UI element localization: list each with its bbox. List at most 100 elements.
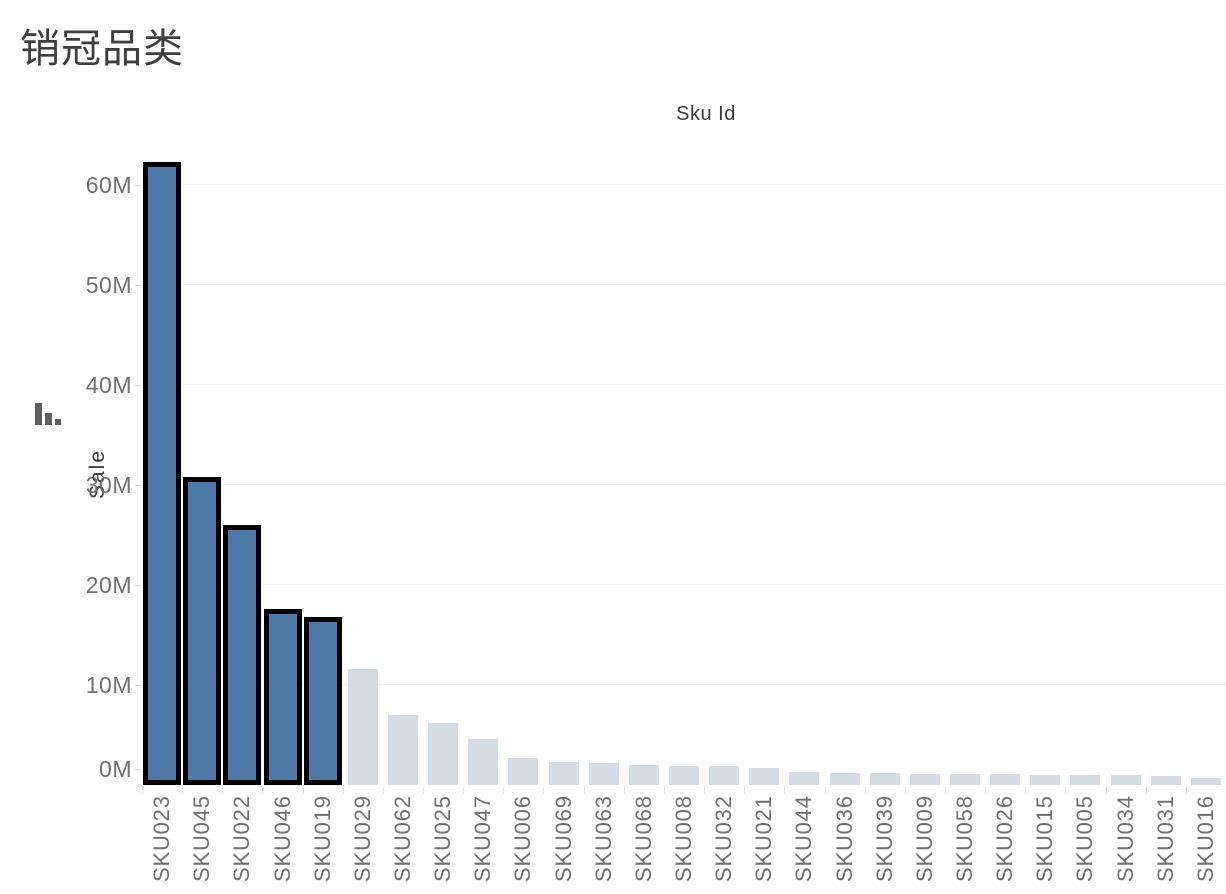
x-category-label-SKU034[interactable]: SKU034 bbox=[1112, 795, 1138, 882]
gridline-40M bbox=[142, 384, 1226, 385]
x-category-label-SKU046[interactable]: SKU046 bbox=[269, 795, 295, 882]
x-tick-mark bbox=[342, 787, 344, 794]
bar-SKU022[interactable] bbox=[223, 525, 262, 785]
bar-SKU069[interactable] bbox=[548, 762, 579, 785]
bar-SKU034[interactable] bbox=[1110, 775, 1141, 785]
x-category-label-SKU047[interactable]: SKU047 bbox=[470, 795, 496, 882]
x-category-label-SKU026[interactable]: SKU026 bbox=[992, 795, 1018, 882]
x-axis-title: Sku Id bbox=[676, 103, 736, 125]
worksheet-title: 销冠品类 bbox=[20, 27, 184, 71]
bar-SKU009[interactable] bbox=[909, 774, 940, 785]
y-tick-mark bbox=[135, 385, 141, 386]
x-tick-mark bbox=[142, 787, 143, 794]
y-tick-mark bbox=[135, 685, 141, 686]
x-category-label-SKU069[interactable]: SKU069 bbox=[550, 795, 576, 882]
x-tick-mark bbox=[222, 787, 224, 794]
plot-pane bbox=[142, 135, 1226, 785]
x-category-label-SKU019[interactable]: SKU019 bbox=[309, 795, 335, 882]
x-tick-mark bbox=[985, 787, 987, 794]
bar-SKU062[interactable] bbox=[387, 715, 418, 785]
y-tick-mark bbox=[135, 769, 141, 770]
x-category-label-SKU063[interactable]: SKU063 bbox=[590, 795, 616, 882]
bar-SKU021[interactable] bbox=[749, 768, 780, 785]
bar-SKU005[interactable] bbox=[1070, 775, 1101, 785]
x-tick-mark bbox=[824, 787, 826, 794]
bar-SKU036[interactable] bbox=[829, 773, 860, 785]
bar-SKU063[interactable] bbox=[588, 763, 619, 785]
bar-SKU039[interactable] bbox=[869, 773, 900, 785]
gridline-10M bbox=[142, 684, 1226, 685]
y-tick-label-40M: 40M bbox=[85, 372, 132, 398]
x-tick-mark bbox=[904, 787, 906, 794]
x-tick-mark bbox=[784, 787, 786, 794]
bar-SKU006[interactable] bbox=[508, 758, 539, 785]
x-tick-mark bbox=[663, 787, 665, 794]
bar-SKU019[interactable] bbox=[303, 617, 342, 785]
x-tick-mark bbox=[1145, 787, 1147, 794]
x-category-label-SKU021[interactable]: SKU021 bbox=[751, 795, 777, 882]
x-category-label-SKU009[interactable]: SKU009 bbox=[911, 795, 937, 882]
x-category-label-SKU036[interactable]: SKU036 bbox=[831, 795, 857, 882]
x-category-label-SKU045[interactable]: SKU045 bbox=[189, 795, 215, 882]
x-category-label-SKU058[interactable]: SKU058 bbox=[952, 795, 978, 882]
x-tick-mark bbox=[704, 787, 706, 794]
x-category-label-SKU005[interactable]: SKU005 bbox=[1072, 795, 1098, 882]
x-category-label-SKU029[interactable]: SKU029 bbox=[349, 795, 375, 882]
y-tick-mark bbox=[135, 285, 141, 286]
x-category-label-SKU006[interactable]: SKU006 bbox=[510, 795, 536, 882]
x-category-label-SKU068[interactable]: SKU068 bbox=[630, 795, 656, 882]
x-tick-mark bbox=[503, 787, 505, 794]
x-tick-mark bbox=[423, 787, 425, 794]
y-tick-label-0M: 0M bbox=[99, 756, 132, 782]
bar-SKU032[interactable] bbox=[709, 766, 740, 785]
sort-descending-icon[interactable] bbox=[34, 402, 62, 426]
x-category-label-SKU022[interactable]: SKU022 bbox=[229, 795, 255, 882]
x-tick-mark bbox=[623, 787, 625, 794]
gridline-60M bbox=[142, 184, 1226, 185]
bar-SKU031[interactable] bbox=[1150, 775, 1181, 785]
x-category-label-SKU008[interactable]: SKU008 bbox=[671, 795, 696, 882]
gridline-20M bbox=[142, 584, 1226, 585]
x-category-label-SKU031[interactable]: SKU031 bbox=[1152, 795, 1178, 882]
y-tick-label-20M: 20M bbox=[85, 572, 132, 598]
bar-SKU029[interactable] bbox=[347, 669, 378, 785]
bar-SKU058[interactable] bbox=[950, 774, 981, 785]
bar-SKU016[interactable] bbox=[1190, 777, 1221, 785]
bar-SKU008[interactable] bbox=[669, 766, 699, 785]
bar-SKU026[interactable] bbox=[990, 774, 1021, 785]
x-tick-mark bbox=[1025, 787, 1027, 794]
bar-SKU046[interactable] bbox=[263, 609, 302, 785]
y-tick-label-50M: 50M bbox=[85, 272, 132, 298]
y-tick-label-60M: 60M bbox=[85, 172, 132, 198]
bar-SKU025[interactable] bbox=[428, 723, 459, 785]
bar-SKU045[interactable] bbox=[183, 477, 222, 785]
bar-SKU068[interactable] bbox=[628, 765, 659, 785]
x-tick-mark bbox=[744, 787, 746, 794]
y-tick-mark bbox=[135, 485, 141, 486]
x-tick-mark bbox=[382, 787, 384, 794]
x-category-label-SKU062[interactable]: SKU062 bbox=[389, 795, 415, 882]
x-category-label-SKU016[interactable]: SKU016 bbox=[1192, 795, 1218, 882]
x-category-label-SKU044[interactable]: SKU044 bbox=[791, 795, 817, 882]
bar-SKU015[interactable] bbox=[1030, 774, 1061, 785]
x-category-label-SKU039[interactable]: SKU039 bbox=[871, 795, 897, 882]
y-tick-label-10M: 10M bbox=[85, 672, 132, 698]
x-category-label-SKU032[interactable]: SKU032 bbox=[711, 795, 737, 882]
x-tick-mark bbox=[463, 787, 465, 794]
bar-SKU023[interactable] bbox=[143, 162, 182, 785]
bar-SKU044[interactable] bbox=[789, 772, 820, 785]
x-tick-mark bbox=[262, 787, 264, 794]
x-tick-mark bbox=[583, 787, 585, 794]
x-tick-mark bbox=[302, 787, 304, 794]
x-tick-mark bbox=[543, 787, 545, 794]
x-category-label-SKU025[interactable]: SKU025 bbox=[430, 795, 456, 882]
y-tick-mark bbox=[135, 185, 141, 186]
bar-SKU047[interactable] bbox=[468, 739, 499, 785]
x-category-label-SKU023[interactable]: SKU023 bbox=[149, 795, 175, 882]
y-tick-mark bbox=[135, 585, 141, 586]
x-category-label-SKU015[interactable]: SKU015 bbox=[1032, 795, 1058, 882]
x-tick-mark bbox=[182, 787, 184, 794]
gridline-50M bbox=[142, 284, 1226, 285]
x-tick-mark bbox=[1185, 787, 1187, 794]
x-tick-mark bbox=[944, 787, 946, 794]
